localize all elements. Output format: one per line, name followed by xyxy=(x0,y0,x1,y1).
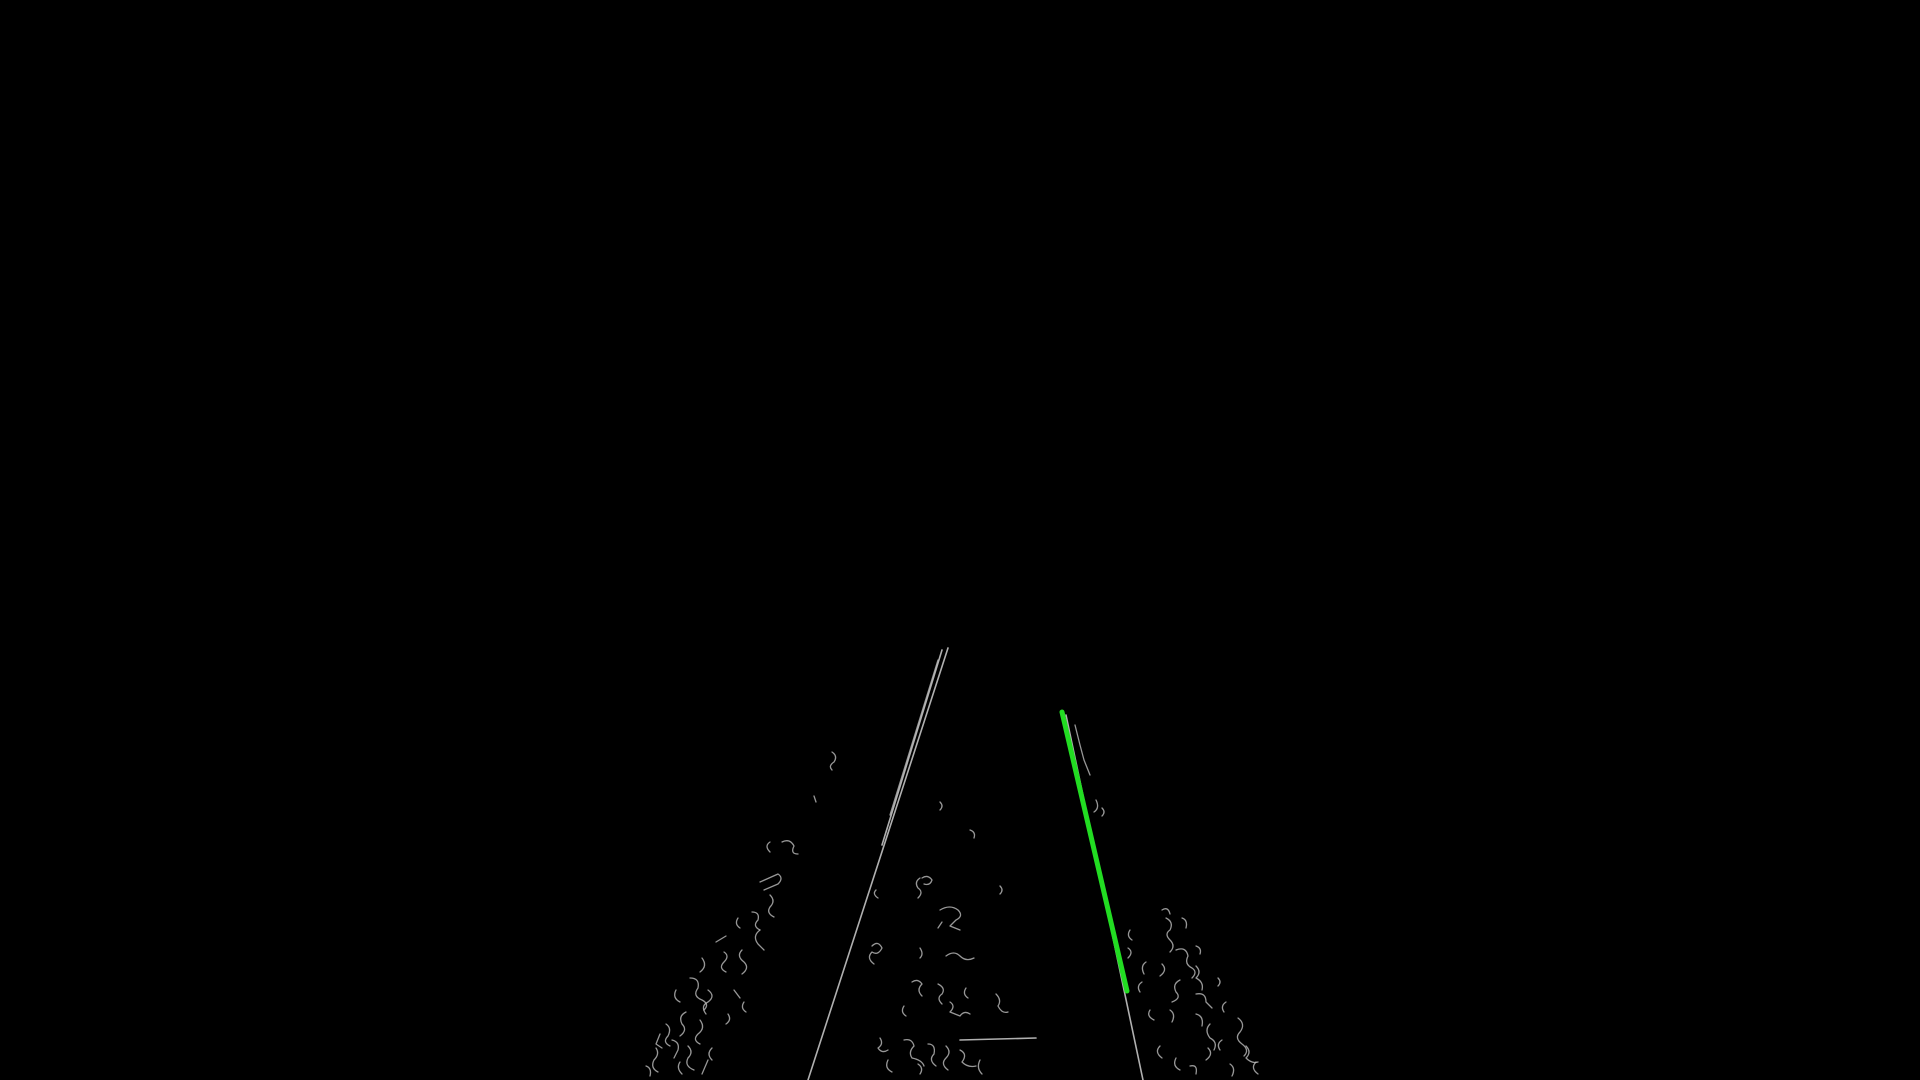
left-roadside-noise xyxy=(645,751,837,1077)
left-lane-edges xyxy=(807,647,949,1080)
right-lane-fragment xyxy=(1074,724,1091,776)
left-lane-outer-edge xyxy=(807,647,949,1080)
right-edge-squiggle xyxy=(1093,799,1099,813)
detected-lane-line xyxy=(1059,709,1130,994)
road-crack-horizontal xyxy=(959,1037,1037,1041)
right-roadside-noise xyxy=(1101,807,1259,1077)
left-lane-inner-edge-2 xyxy=(889,659,939,816)
left-lane-inner-edge xyxy=(881,649,943,846)
center-road-noise xyxy=(868,801,1009,1075)
